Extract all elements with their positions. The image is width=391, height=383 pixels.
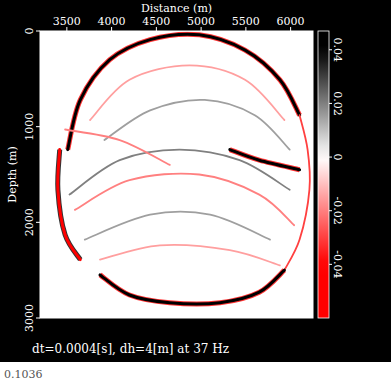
- y-axis-title: Depth (m): [6, 146, 19, 202]
- x-axis-title: Distance (m): [141, 2, 212, 15]
- subtitle: 0.1036: [4, 368, 43, 381]
- x-tick-label: 6000: [277, 15, 305, 28]
- reflector: [75, 174, 294, 226]
- y-tick-label: 3000: [23, 304, 36, 332]
- reflectors: [58, 34, 310, 304]
- reflector: [70, 150, 290, 195]
- plot-frame: [40, 31, 313, 318]
- x-tick-label: 4000: [98, 15, 126, 28]
- reflector-halo: [58, 150, 81, 260]
- reflector: [104, 100, 289, 150]
- reflector: [100, 245, 280, 266]
- colorbar-tick-label: 0.02: [331, 91, 344, 116]
- reflector: [284, 115, 310, 270]
- y-tick: [36, 222, 40, 223]
- y-tick-label: 0: [23, 28, 36, 35]
- reflector-halo: [230, 150, 300, 170]
- y-tick-label: 1000: [23, 113, 36, 141]
- colorbar-tick-label: -0.04: [331, 250, 344, 278]
- reflector: [90, 65, 284, 120]
- title: dt=0.0004[s], dh=4[m] at 37 Hz: [32, 342, 229, 356]
- reflector: [58, 150, 81, 260]
- y-tick: [36, 318, 40, 319]
- background: [0, 0, 391, 362]
- x-tick-label: 5000: [187, 15, 215, 28]
- x-tick-label: 3500: [53, 15, 81, 28]
- colorbar: [318, 31, 329, 318]
- y-tick-label: 2000: [23, 208, 36, 236]
- x-tick-label: 5500: [232, 15, 260, 28]
- reflector-halo: [100, 270, 284, 304]
- reflector: [68, 34, 300, 149]
- colorbar-tick-label: 0: [331, 154, 344, 161]
- reflector: [85, 212, 270, 240]
- y-tick: [36, 126, 40, 127]
- figure: 3500 4000 4500 5000 5500 6000 Distance (m) 0 100…: [0, 0, 391, 383]
- reflector: [100, 270, 284, 304]
- colorbar-tick-label: -0.02: [331, 197, 344, 225]
- reflector-halo: [68, 34, 300, 149]
- plot-area: [40, 31, 313, 318]
- x-tick-label: 4500: [142, 15, 170, 28]
- reflector: [65, 130, 170, 165]
- colorbar-tick-label: 0.04: [331, 38, 344, 63]
- reflector: [230, 150, 300, 170]
- y-tick: [36, 31, 40, 32]
